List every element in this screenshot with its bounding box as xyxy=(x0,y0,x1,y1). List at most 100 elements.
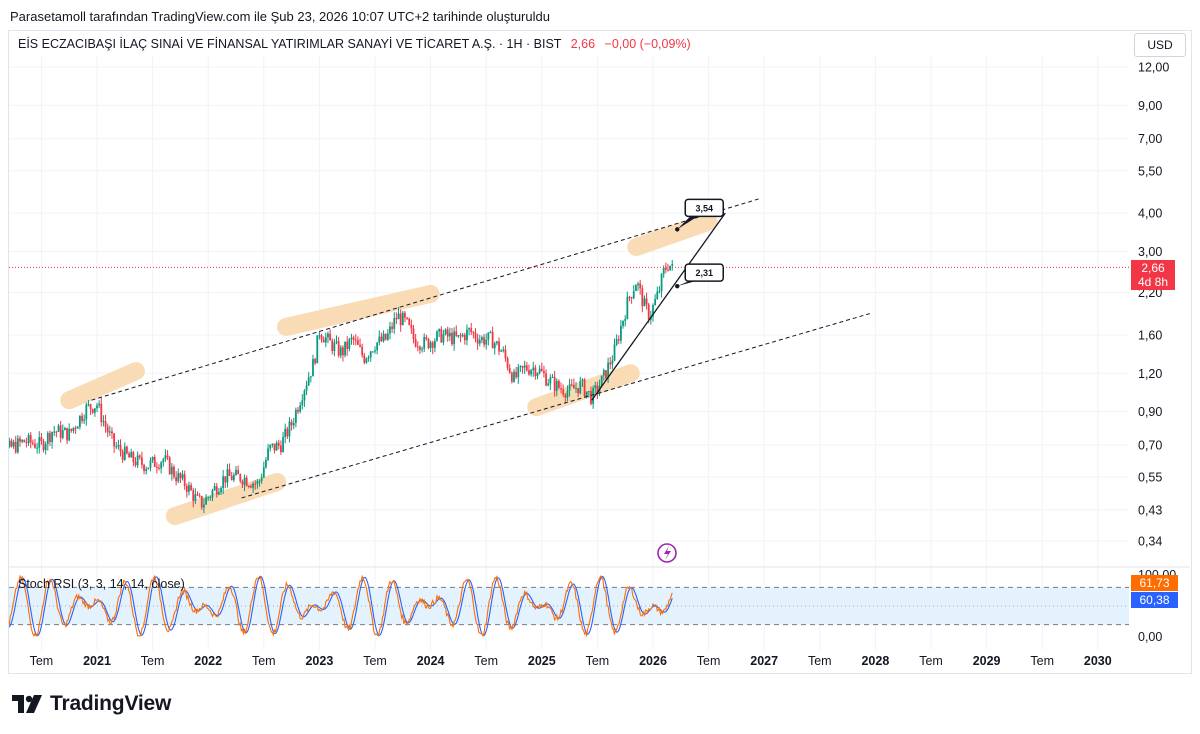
candle-body xyxy=(583,379,586,397)
candle-body xyxy=(350,337,353,340)
candle-body xyxy=(166,455,169,458)
candle-body xyxy=(630,297,633,299)
candle-body xyxy=(519,366,522,368)
candle-body xyxy=(36,447,39,449)
currency-selector[interactable]: USD xyxy=(1134,33,1186,57)
candle-body xyxy=(87,404,90,406)
candle-body xyxy=(307,377,310,386)
tradingview-logo[interactable]: TradingView xyxy=(12,692,171,716)
candle-body xyxy=(425,336,428,339)
candle-body xyxy=(626,296,629,319)
candle-body xyxy=(226,469,229,483)
candle-body xyxy=(59,425,62,438)
candle-body xyxy=(286,428,289,437)
candle-body xyxy=(382,333,385,342)
candle-body xyxy=(474,332,477,339)
rsi-k-line xyxy=(9,574,673,638)
candle-body xyxy=(585,391,588,397)
candle-body xyxy=(123,446,126,460)
candle-body xyxy=(14,441,17,453)
candle-body xyxy=(587,390,590,392)
candle-body xyxy=(121,451,124,460)
candle-body xyxy=(459,335,462,337)
chart-frame[interactable] xyxy=(8,30,1192,674)
candle-body xyxy=(9,440,11,447)
candle-body xyxy=(348,339,351,349)
symbol-change: −0,00 (−0,09%) xyxy=(604,37,691,51)
candle-body xyxy=(632,291,635,299)
price-axis: 12,009,007,005,504,003,002,201,601,200,9… xyxy=(1138,61,1169,549)
time-tick-label: Tem xyxy=(141,654,165,668)
candle-body xyxy=(85,404,88,420)
candle-body xyxy=(301,400,304,406)
candle-body xyxy=(555,380,558,391)
candle-body xyxy=(280,445,282,453)
candle-body xyxy=(337,341,340,356)
candle-body xyxy=(16,438,19,453)
candle-body xyxy=(493,343,496,349)
candle-body xyxy=(292,422,295,426)
callout-label: 2,31 xyxy=(695,268,713,278)
candle-body xyxy=(250,486,252,488)
candle-body xyxy=(164,455,167,460)
candle-body xyxy=(113,433,116,447)
candle-body xyxy=(560,388,562,390)
candle-body xyxy=(78,415,81,427)
candle-body xyxy=(173,466,175,478)
candle-body xyxy=(637,283,639,286)
candle-body xyxy=(521,366,524,368)
rsi-k-value-tag: 61,73 xyxy=(1131,575,1178,591)
candle-body xyxy=(2,460,4,463)
candle-body xyxy=(232,474,235,481)
channel-upper-line xyxy=(91,198,759,401)
candle-body xyxy=(463,334,466,341)
candle-body xyxy=(49,432,51,442)
tradingview-logo-icon xyxy=(12,695,42,713)
alert-icon[interactable] xyxy=(657,543,677,563)
rsi-axis-label-bottom: 0,00 xyxy=(1138,630,1162,644)
price-tick-label: 0,70 xyxy=(1138,438,1162,452)
candle-body xyxy=(530,370,533,375)
candle-body xyxy=(356,340,359,345)
candle-body xyxy=(115,446,118,448)
candle-body xyxy=(265,459,267,468)
candle-body xyxy=(160,462,163,469)
candle-body xyxy=(391,326,394,329)
candle-body xyxy=(491,331,494,349)
time-tick-label: 2030 xyxy=(1084,654,1112,668)
price-tick-label: 1,60 xyxy=(1138,328,1162,342)
candle-body xyxy=(440,328,443,343)
candle-body xyxy=(196,494,199,496)
highlight-zone xyxy=(527,364,640,417)
rsi-d-value-tag: 60,38 xyxy=(1131,592,1178,608)
candle-body xyxy=(151,457,154,461)
candle-body xyxy=(27,434,30,443)
candle-body xyxy=(404,312,406,318)
candle-body xyxy=(352,337,355,340)
candle-body xyxy=(194,494,197,501)
time-tick-label: 2029 xyxy=(973,654,1001,668)
candle-body xyxy=(419,346,421,350)
candle-body xyxy=(607,362,609,379)
candle-body xyxy=(669,265,672,270)
candle-body xyxy=(485,339,488,345)
candle-body xyxy=(641,288,644,307)
candle-body xyxy=(241,481,244,485)
candle-body xyxy=(155,466,158,468)
candle-body xyxy=(609,362,612,365)
candle-body xyxy=(515,371,518,378)
candle-body xyxy=(64,427,66,431)
candle-body xyxy=(205,497,207,505)
candle-body xyxy=(534,367,537,376)
candle-body xyxy=(361,346,364,356)
candle-body xyxy=(188,485,190,492)
candle-body xyxy=(647,304,650,320)
candle-body xyxy=(378,336,381,343)
candle-body xyxy=(230,475,233,481)
candle-body xyxy=(664,267,667,270)
price-tick-label: 0,55 xyxy=(1138,471,1162,485)
candle-body xyxy=(316,335,319,364)
candle-body xyxy=(228,469,231,476)
time-tick-label: Tem xyxy=(697,654,721,668)
